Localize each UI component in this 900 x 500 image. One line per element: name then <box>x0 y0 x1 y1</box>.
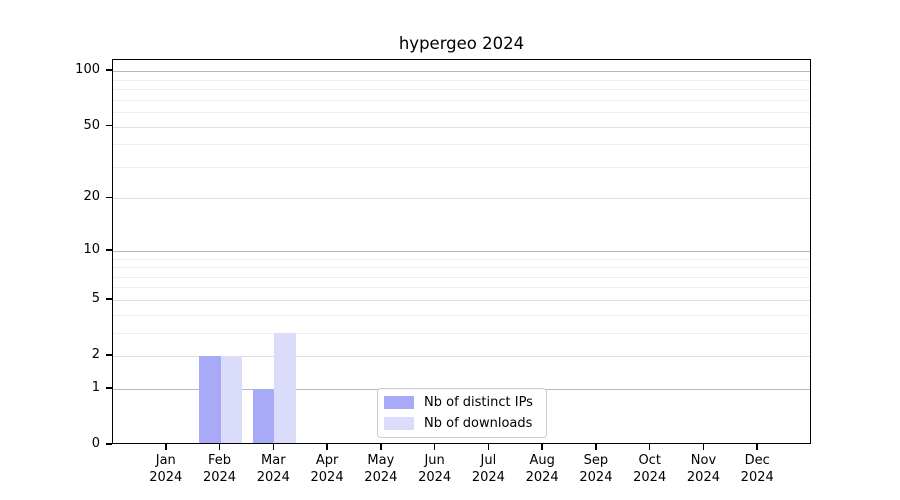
x-tick-label: Sep 2024 <box>566 452 626 486</box>
legend-label: Nb of downloads <box>424 416 533 431</box>
x-tick-mark <box>648 444 651 450</box>
y-tick-mark <box>106 443 112 445</box>
x-tick-label: Dec 2024 <box>727 452 787 486</box>
minor-gridline <box>113 314 810 316</box>
minor-gridline <box>113 332 810 334</box>
minor-gridline <box>113 267 810 269</box>
x-tick-mark <box>433 444 436 450</box>
x-tick-mark <box>487 444 490 450</box>
minor-gridline <box>113 144 810 146</box>
x-tick-year: 2024 <box>310 470 344 485</box>
x-tick-mark <box>541 444 543 450</box>
legend: Nb of distinct IPs Nb of downloads <box>377 388 547 438</box>
x-tick-month: Jun <box>424 453 445 468</box>
x-tick-mark <box>595 444 597 450</box>
x-tick-year: 2024 <box>579 470 613 485</box>
x-tick-year: 2024 <box>525 470 559 485</box>
y-tick-mark <box>106 249 112 251</box>
x-tick-year: 2024 <box>364 470 398 485</box>
x-tick-year: 2024 <box>149 470 183 485</box>
major-gridline <box>113 299 810 301</box>
x-tick-label: Mar 2024 <box>243 452 303 486</box>
legend-swatch <box>384 396 414 409</box>
x-tick-year: 2024 <box>256 470 290 485</box>
x-tick-mark <box>218 444 221 450</box>
legend-item: Nb of distinct IPs <box>384 392 540 413</box>
y-tick-label: 1 <box>91 379 100 395</box>
x-tick-year: 2024 <box>686 470 720 485</box>
minor-gridline <box>113 112 810 114</box>
x-tick-mark <box>326 444 328 450</box>
x-tick-year: 2024 <box>418 470 452 485</box>
x-tick-month: Dec <box>744 453 770 468</box>
y-tick-label: 10 <box>83 241 100 257</box>
legend-label: Nb of distinct IPs <box>424 395 533 410</box>
x-tick-label: Jun 2024 <box>405 452 465 486</box>
x-tick-month: Jul <box>480 453 497 468</box>
minor-gridline <box>113 258 810 260</box>
x-tick-mark <box>165 444 167 450</box>
bar-downloads <box>274 332 296 444</box>
x-tick-month: Apr <box>315 453 339 468</box>
minor-gridline <box>113 99 810 101</box>
x-tick-month: Aug <box>529 453 555 468</box>
plot-area <box>112 59 811 444</box>
major-gridline <box>113 198 810 200</box>
x-tick-year: 2024 <box>202 470 237 485</box>
x-tick-month: Jan <box>155 453 176 468</box>
x-tick-mark <box>756 444 758 450</box>
x-tick-mark <box>272 444 275 450</box>
x-tick-mark <box>380 444 382 450</box>
x-tick-mark <box>702 444 705 450</box>
x-tick-label: Oct 2024 <box>620 452 680 486</box>
y-tick-mark <box>106 196 112 199</box>
x-tick-label: May 2024 <box>351 452 411 486</box>
y-tick-mark <box>106 387 112 389</box>
chart-title: hypergeo 2024 <box>398 34 525 53</box>
y-tick-label: 2 <box>91 347 100 363</box>
y-tick-mark <box>106 124 112 127</box>
minor-gridline <box>113 276 810 278</box>
x-tick-month: Feb <box>208 453 232 468</box>
decade-gridline <box>113 71 810 73</box>
x-tick-month: Nov <box>690 453 717 468</box>
minor-gridline <box>113 89 810 91</box>
x-tick-month: May <box>367 453 395 468</box>
minor-gridline <box>113 79 810 81</box>
decade-gridline <box>113 250 810 252</box>
y-tick-label: 50 <box>83 117 100 133</box>
x-tick-label: Jul 2024 <box>458 452 518 486</box>
x-tick-month: Mar <box>261 453 286 468</box>
x-tick-label: Nov 2024 <box>673 452 733 486</box>
bar-distinct-ips <box>252 388 275 444</box>
minor-gridline <box>113 166 810 168</box>
legend-item: Nb of downloads <box>384 413 540 434</box>
major-gridline <box>113 126 810 128</box>
y-tick-mark <box>106 354 112 356</box>
bar-downloads <box>220 356 243 444</box>
x-tick-year: 2024 <box>633 470 667 485</box>
legend-swatch <box>384 417 414 430</box>
y-tick-mark <box>106 69 112 71</box>
y-tick-label: 5 <box>91 290 100 306</box>
y-tick-label: 20 <box>83 189 100 205</box>
x-tick-year: 2024 <box>471 470 505 485</box>
x-tick-year: 2024 <box>740 470 774 485</box>
x-tick-month: Oct <box>638 453 661 468</box>
x-tick-month: Sep <box>583 453 609 468</box>
major-gridline <box>113 356 810 358</box>
y-tick-mark <box>106 298 112 300</box>
x-tick-label: Aug 2024 <box>512 452 572 486</box>
x-tick-label: Feb 2024 <box>190 452 250 486</box>
x-tick-label: Apr 2024 <box>297 452 357 486</box>
y-tick-label: 0 <box>91 436 100 451</box>
bar-distinct-ips <box>199 356 221 444</box>
x-tick-label: Jan 2024 <box>136 452 196 486</box>
y-tick-label: 100 <box>75 62 100 78</box>
minor-gridline <box>113 287 810 289</box>
